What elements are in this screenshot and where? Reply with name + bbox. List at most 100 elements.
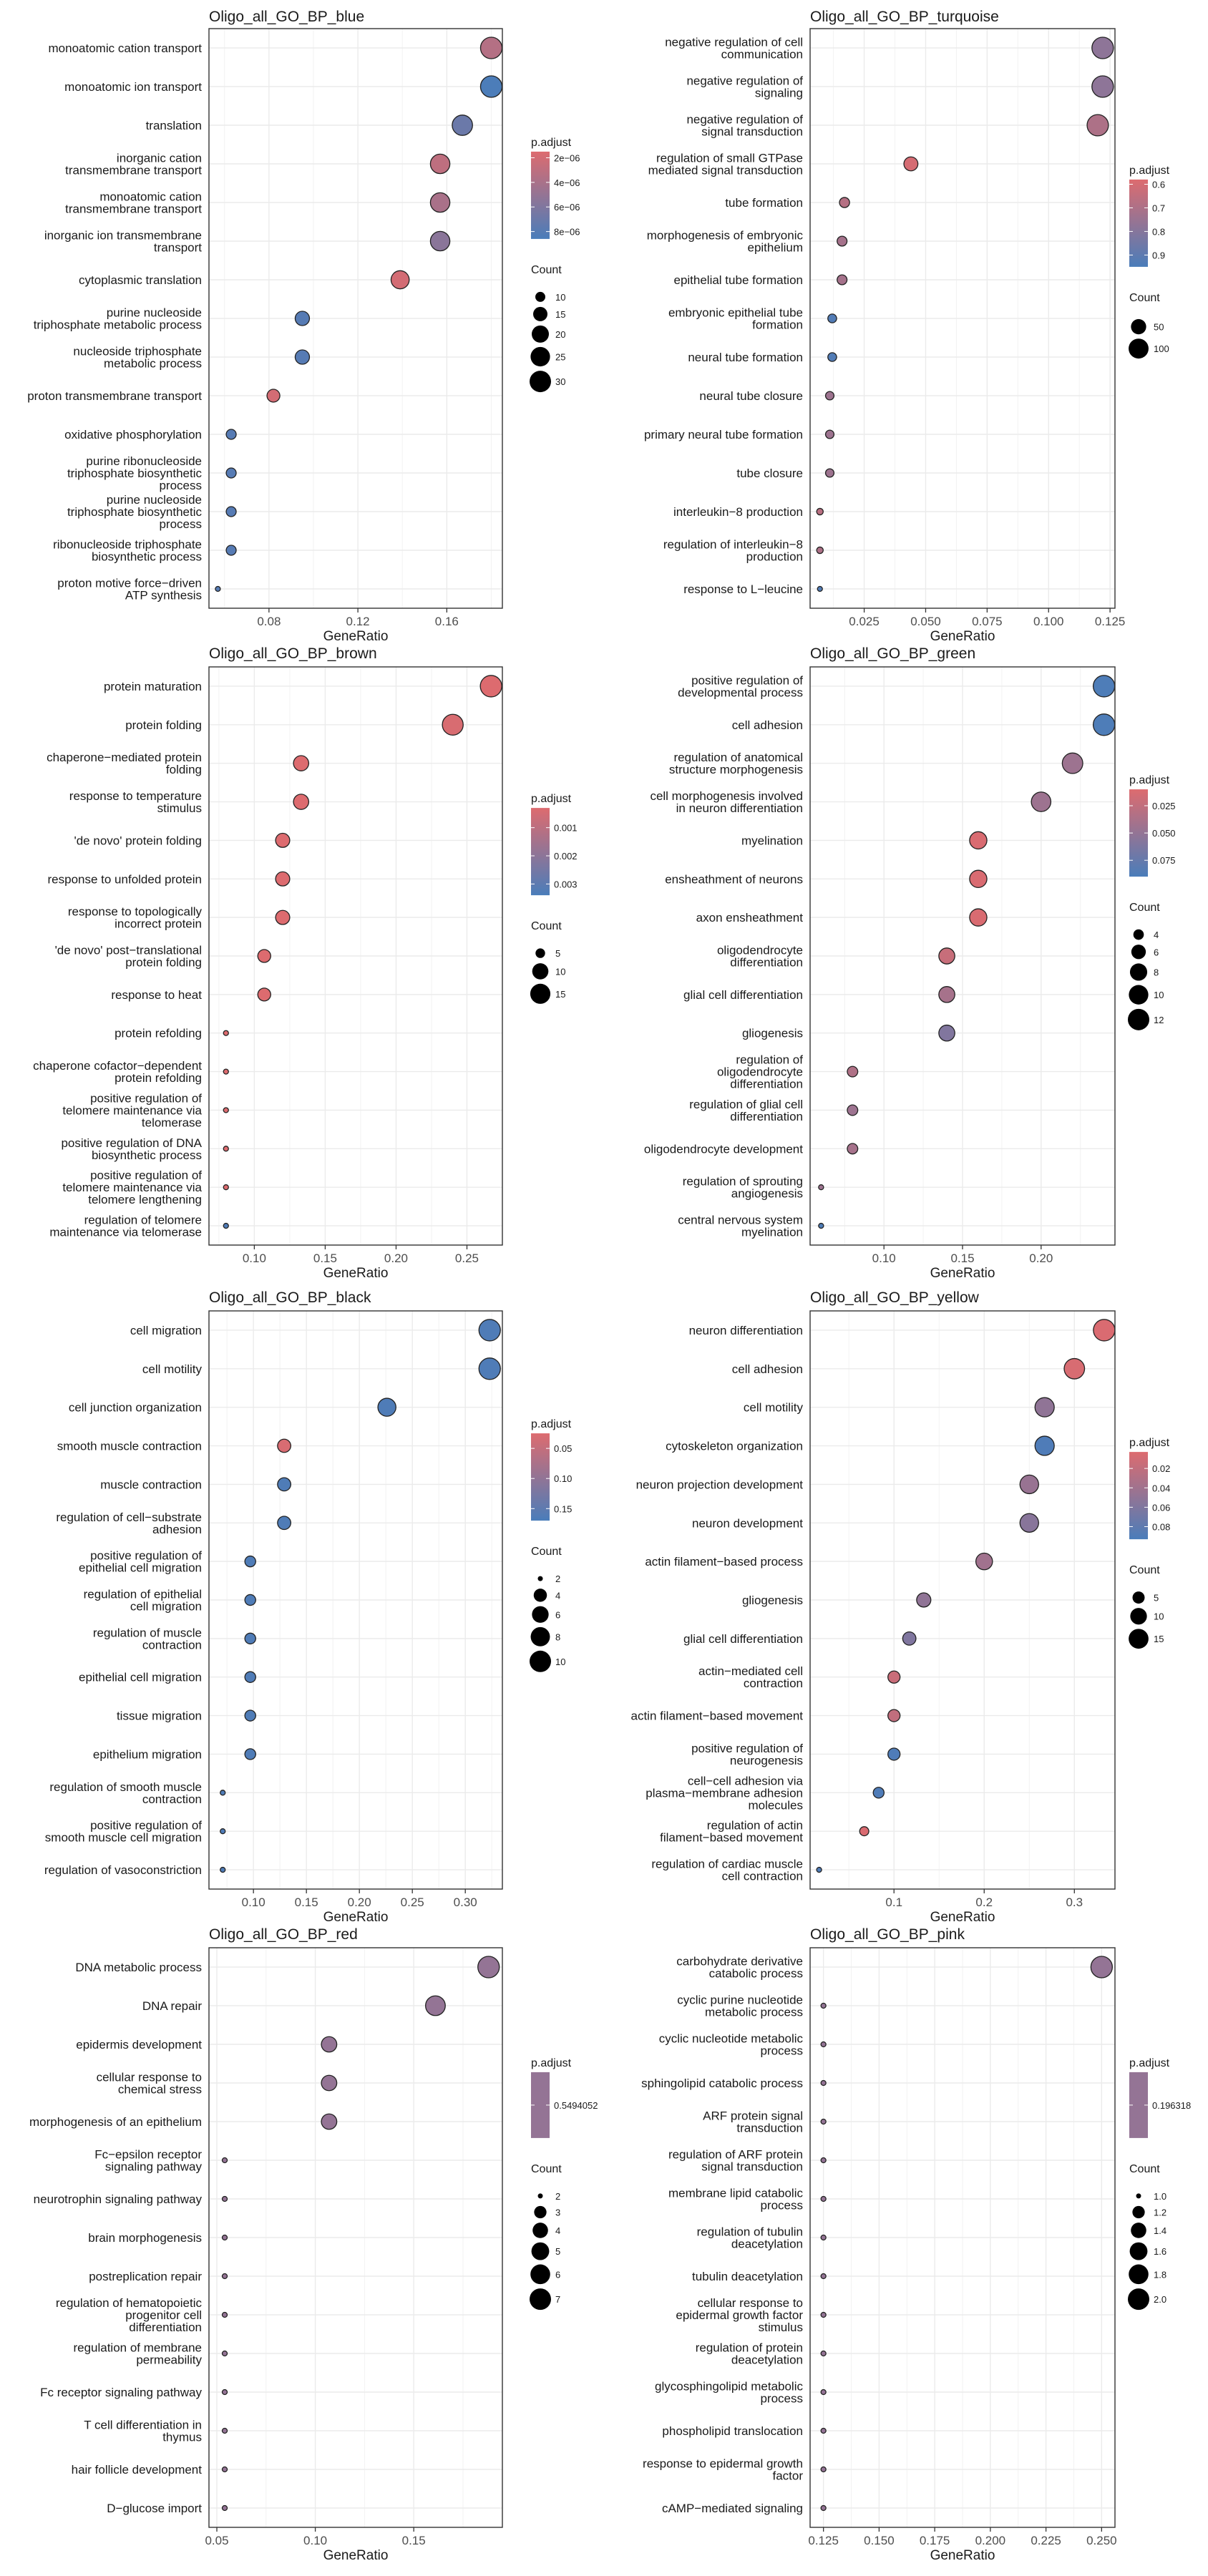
term-label-line: chemical stress [118, 2083, 202, 2097]
data-point [390, 270, 410, 290]
data-point [294, 349, 311, 365]
padj-legend-label: 6e−06 [554, 202, 580, 213]
term-label-line: oxidative phosphorylation [64, 428, 202, 441]
panel-border [809, 1310, 1116, 1890]
data-point [847, 1065, 859, 1078]
term-label: axon ensheathment [696, 911, 804, 924]
count-legend-label: 8 [1154, 967, 1159, 977]
term-label-line: thymus [162, 2431, 202, 2444]
term-label: monoatomic cation transport [49, 42, 203, 55]
term-label-line: 'de novo' protein folding [74, 834, 202, 847]
term-label: positive regulation of neurogenesis [691, 1742, 803, 1767]
term-label-line: telomere maintenance via [62, 1181, 202, 1194]
panel-title: Oligo_all_GO_BP_pink [810, 1926, 965, 1943]
count-legend-label: 50 [1154, 322, 1164, 333]
padj-legend-label: 4e−06 [554, 177, 580, 188]
data-point [820, 2118, 827, 2125]
count-legend-dot [1131, 945, 1146, 960]
count-legend-label: 2 [555, 1574, 560, 1584]
data-point [244, 1594, 256, 1606]
count-legend-title: Count [1129, 292, 1160, 304]
term-label: purine nucleoside triphosphate metabolic … [34, 306, 202, 332]
term-label-line: triphosphate biosynthetic [67, 505, 203, 519]
term-label: protein refolding [115, 1027, 202, 1040]
term-label: negative regulation of cell communication [665, 36, 803, 62]
term-label: inorganic ion transmembrane transport [44, 229, 202, 255]
term-label-line: differentiation [730, 1110, 803, 1123]
count-legend-dot [1136, 2193, 1141, 2199]
panel-title: Oligo_all_GO_BP_red [209, 1926, 358, 1943]
term-label-line: proton transmembrane transport [27, 389, 202, 403]
term-label: tube closure [736, 467, 803, 480]
term-label-line: Fc−epsilon receptor [94, 2148, 202, 2162]
term-label: glial cell differentiation [683, 988, 803, 1002]
term-label: embryonic epithelial tube formation [668, 306, 803, 332]
term-label: regulation of epithelial cell migration [84, 1588, 202, 1614]
panel-title: Oligo_all_GO_BP_yellow [810, 1289, 980, 1306]
x-tick-label: 0.075 [972, 615, 1003, 628]
term-label-line: cell junction organization [69, 1401, 202, 1415]
padj-colorbar [1129, 179, 1148, 267]
data-point [1091, 75, 1114, 98]
term-label-line: negative regulation of cell [665, 36, 803, 49]
term-label: membrane lipid catabolic process [668, 2187, 804, 2212]
term-label-line: cell migration [130, 1600, 202, 1614]
padj-legend-label: 0.001 [554, 823, 578, 834]
term-label-line: morphogenesis of an epithelium [29, 2115, 202, 2129]
term-label-line: gliogenesis [742, 1594, 803, 1607]
count-legend-label: 4 [555, 2225, 560, 2236]
term-label-line: adhesion [152, 1523, 202, 1536]
padj-legend-label: 0.025 [1152, 801, 1176, 811]
panel-border [208, 1310, 503, 1890]
count-legend-dot [1129, 985, 1149, 1005]
term-label-line: transduction [736, 2122, 803, 2135]
term-label-line: cellular response to [97, 2071, 202, 2084]
term-label: neural tube closure [699, 389, 803, 403]
data-point [938, 986, 955, 1003]
data-point [1019, 1513, 1039, 1533]
padj-legend-title: p.adjust [531, 137, 572, 149]
padj-legend-label: 0.8 [1152, 226, 1165, 237]
padj-legend-title: p.adjust [1129, 1437, 1170, 1449]
term-label-line: process [760, 2044, 803, 2058]
term-label-line: ribonucleoside triphosphate [53, 538, 202, 552]
term-label-line: actin filament−based process [645, 1555, 803, 1568]
term-label: Fc receptor signaling pathway [40, 2386, 202, 2399]
term-label-line: differentiation [730, 1078, 803, 1091]
term-label: regulation of cell−substrate adhesion [56, 1511, 202, 1536]
count-legend-dot [1129, 2264, 1149, 2285]
term-label-line: positive regulation of [90, 1091, 202, 1105]
term-label-line: response to temperature [69, 789, 202, 803]
term-label-line: monoatomic ion transport [64, 80, 202, 94]
x-tick-label: 0.175 [920, 2534, 950, 2547]
data-point [478, 1357, 501, 1380]
data-point [827, 352, 837, 362]
data-point [820, 2427, 827, 2434]
term-label-line: transmembrane transport [65, 164, 202, 177]
term-label-line: in neuron differentiation [676, 801, 803, 815]
chart-panel-Oligo_all_GO_BP_red: Oligo_all_GO_BP_red DNA metabolic process… [29, 1926, 598, 2563]
data-point [215, 585, 221, 592]
data-point [1019, 1474, 1039, 1495]
count-legend-label: 6 [555, 2269, 560, 2280]
term-label-line: contraction [142, 1792, 202, 1806]
term-label: regulation of actin filament−based moveme… [660, 1819, 803, 1845]
data-point [479, 36, 503, 59]
count-legend-dot [533, 1589, 547, 1602]
data-point [969, 908, 988, 927]
data-point [872, 1787, 885, 1799]
term-label-line: cell morphogenesis involved [650, 789, 803, 803]
term-label-line: tube formation [725, 196, 803, 210]
count-legend-dot [1129, 963, 1148, 981]
data-point [377, 1397, 396, 1417]
term-label-line: DNA metabolic process [75, 1961, 202, 1974]
data-point [225, 545, 237, 556]
term-label: interleukin−8 production [673, 505, 803, 519]
term-label-line: protein maturation [104, 680, 202, 693]
data-point [223, 1030, 229, 1036]
term-label: T cell differentiation in thymus [84, 2419, 202, 2444]
data-point [837, 235, 848, 247]
term-label-line: interleukin−8 production [673, 505, 803, 519]
count-legend-label: 1.2 [1154, 2207, 1166, 2218]
